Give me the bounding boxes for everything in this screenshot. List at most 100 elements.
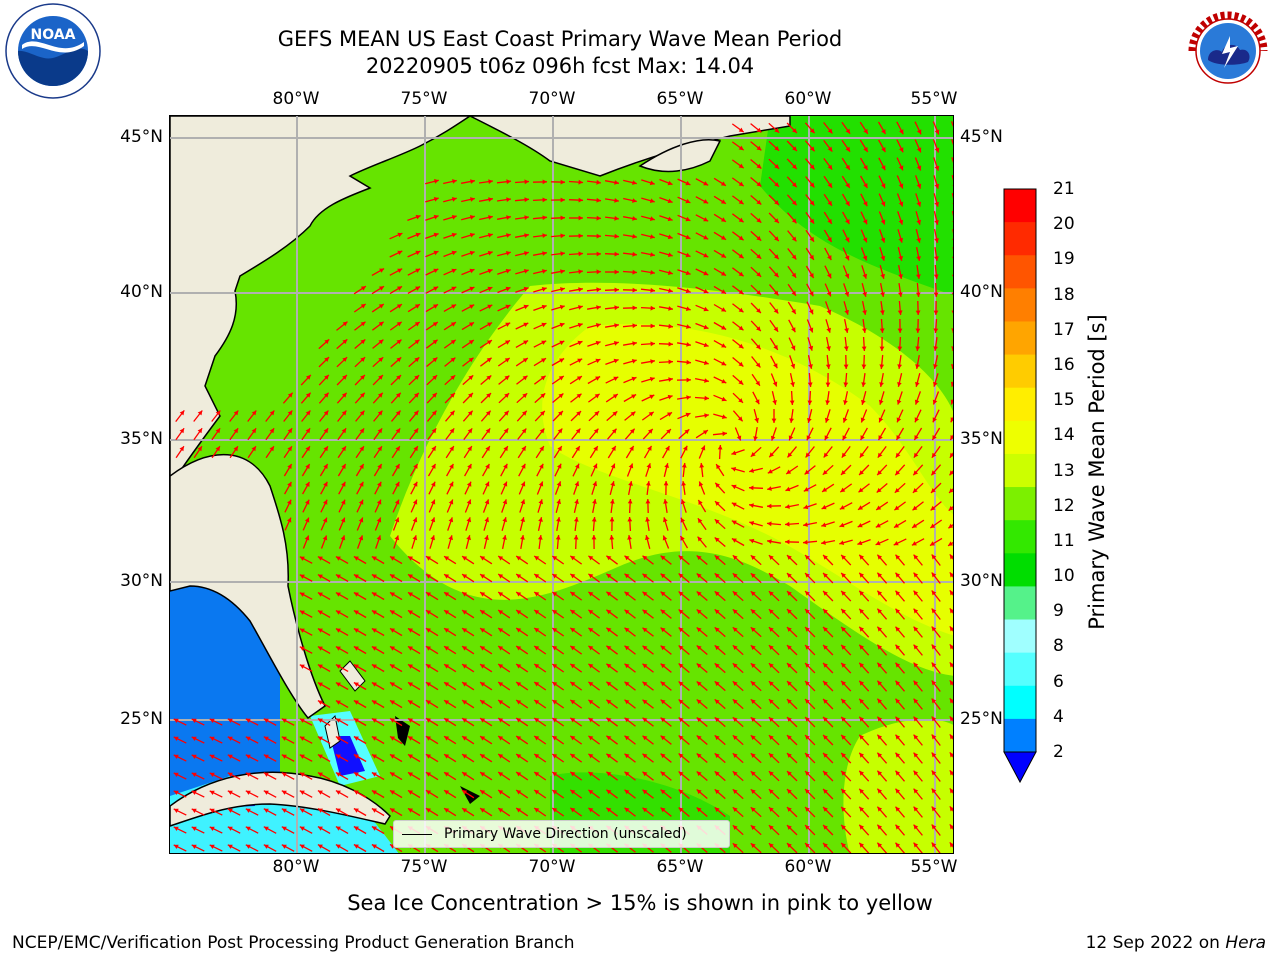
- wave-arrow-head: [498, 646, 504, 651]
- wave-arrow-head: [516, 556, 522, 561]
- map-title: GEFS MEAN US East Coast Primary Wave Mea…: [277, 27, 843, 51]
- wave-arrow-head: [578, 251, 583, 257]
- lat-label-right: 40°N: [960, 282, 1003, 302]
- wave-arrow-head: [914, 417, 920, 423]
- wave-arrow-head: [678, 735, 684, 741]
- wave-arrow-head: [755, 380, 760, 386]
- wave-arrow-head: [542, 233, 547, 238]
- wave-arrow-head: [911, 541, 917, 546]
- wave-arrow-head: [767, 503, 772, 509]
- wave-arrow-head: [685, 216, 691, 222]
- wave-arrow-head: [335, 646, 341, 651]
- wave-arrow-head: [822, 470, 828, 475]
- wave-arrow-head: [931, 644, 937, 650]
- wave-arrow-head: [768, 555, 774, 560]
- wave-arrow-head: [895, 572, 901, 578]
- wave-arrow-head: [552, 682, 558, 687]
- wave-arrow: [952, 229, 953, 234]
- wave-arrow-head: [648, 428, 653, 434]
- wave-arrow-head: [516, 790, 522, 795]
- wave-arrow-head: [433, 250, 439, 256]
- wave-arrow-head: [642, 663, 648, 669]
- wave-arrow-head: [209, 826, 215, 831]
- wave-arrow-head: [534, 664, 540, 669]
- wave-arrow-head: [324, 339, 330, 345]
- wave-arrow-head: [431, 446, 436, 452]
- wave-arrow-head: [487, 286, 493, 292]
- wave-arrow-head: [667, 412, 672, 417]
- wave-arrow-head: [534, 610, 540, 615]
- wave-arrow-head: [484, 517, 489, 523]
- wave-arrow-head: [699, 463, 705, 468]
- wave-arrow-head: [340, 517, 346, 523]
- wave-arrow: [952, 247, 953, 251]
- wave-arrow-head: [304, 535, 310, 541]
- wave-arrow-head: [696, 609, 702, 615]
- sea-ice-footnote: Sea Ice Concentration > 15% is shown in …: [347, 891, 933, 915]
- wave-arrow-head: [524, 233, 529, 238]
- wave-arrow-head: [932, 399, 938, 405]
- wave-arrow-head: [322, 517, 328, 523]
- wave-arrow-head: [624, 645, 630, 651]
- wave-arrow-head: [668, 377, 673, 382]
- wave-arrow-head: [952, 238, 953, 241]
- wave-arrow-head: [610, 499, 615, 504]
- wave-arrow-head: [504, 393, 510, 398]
- wave-arrow-head: [859, 716, 864, 722]
- wave-arrow-head: [552, 790, 558, 795]
- wave-arrow-head: [558, 411, 563, 416]
- wave-arrow-head: [931, 488, 936, 493]
- wave-arrow-head: [560, 269, 565, 274]
- wave-arrow-head: [376, 499, 382, 505]
- wave-arrow-head: [915, 346, 921, 351]
- wave-arrow-head: [559, 322, 565, 328]
- wave-arrow-head: [738, 199, 744, 205]
- lon-label-bottom: 65°W: [656, 857, 704, 877]
- wave-arrow-head: [696, 789, 702, 795]
- wave-arrow-head: [588, 771, 594, 777]
- wave-arrow-head: [371, 808, 377, 813]
- wave-arrow-head: [756, 290, 761, 295]
- wave-arrow-head: [859, 452, 865, 458]
- wave-arrow-head: [209, 844, 215, 849]
- wave-arrow-head: [949, 644, 953, 650]
- colorbar-tick-label: 20: [1053, 214, 1075, 235]
- wave-arrow-head: [487, 304, 493, 309]
- wave-arrow-head: [913, 824, 919, 830]
- wave-arrow-head: [558, 393, 564, 399]
- wave-arrow-head: [629, 428, 635, 434]
- wave-arrow-head: [342, 375, 347, 380]
- wave-arrow-head: [877, 716, 883, 722]
- wave-arrow-head: [360, 304, 366, 309]
- wave-arrow-head: [379, 286, 384, 291]
- wave-arrow-head: [877, 788, 883, 794]
- wave-arrow-head: [913, 590, 919, 596]
- wave-arrow-head: [715, 482, 720, 488]
- wave-arrow-head: [588, 681, 594, 687]
- wave-arrow-head: [879, 382, 884, 387]
- wave-arrow-head: [305, 446, 310, 452]
- wave-arrow-head: [323, 446, 328, 452]
- wave-arrow-head: [560, 287, 565, 292]
- wave-arrow-head: [576, 393, 582, 399]
- wave-arrow-head: [951, 292, 953, 296]
- wave-arrow-head: [341, 446, 346, 452]
- wave-arrow-head: [353, 700, 359, 705]
- wave-arrow-head: [462, 754, 468, 759]
- wave-arrow-head: [317, 628, 323, 633]
- wave-arrow-head: [520, 499, 526, 505]
- wave-arrow-head: [738, 343, 744, 349]
- wave-arrow-head: [317, 610, 323, 615]
- wave-arrow-head: [840, 487, 846, 493]
- wave-arrow-head: [949, 488, 953, 493]
- wave-arrow-head: [299, 808, 305, 813]
- wave-arrow-head: [823, 699, 828, 704]
- wave-arrow-head: [570, 699, 576, 705]
- wave-arrow-head: [681, 463, 687, 468]
- wave-arrow-head: [426, 646, 431, 651]
- wave-arrow-head: [469, 250, 475, 256]
- wave-arrow-head: [721, 396, 727, 402]
- wave-arrow-head: [632, 180, 637, 185]
- wave-arrow-head: [412, 535, 418, 541]
- wave-arrow-head: [415, 286, 421, 291]
